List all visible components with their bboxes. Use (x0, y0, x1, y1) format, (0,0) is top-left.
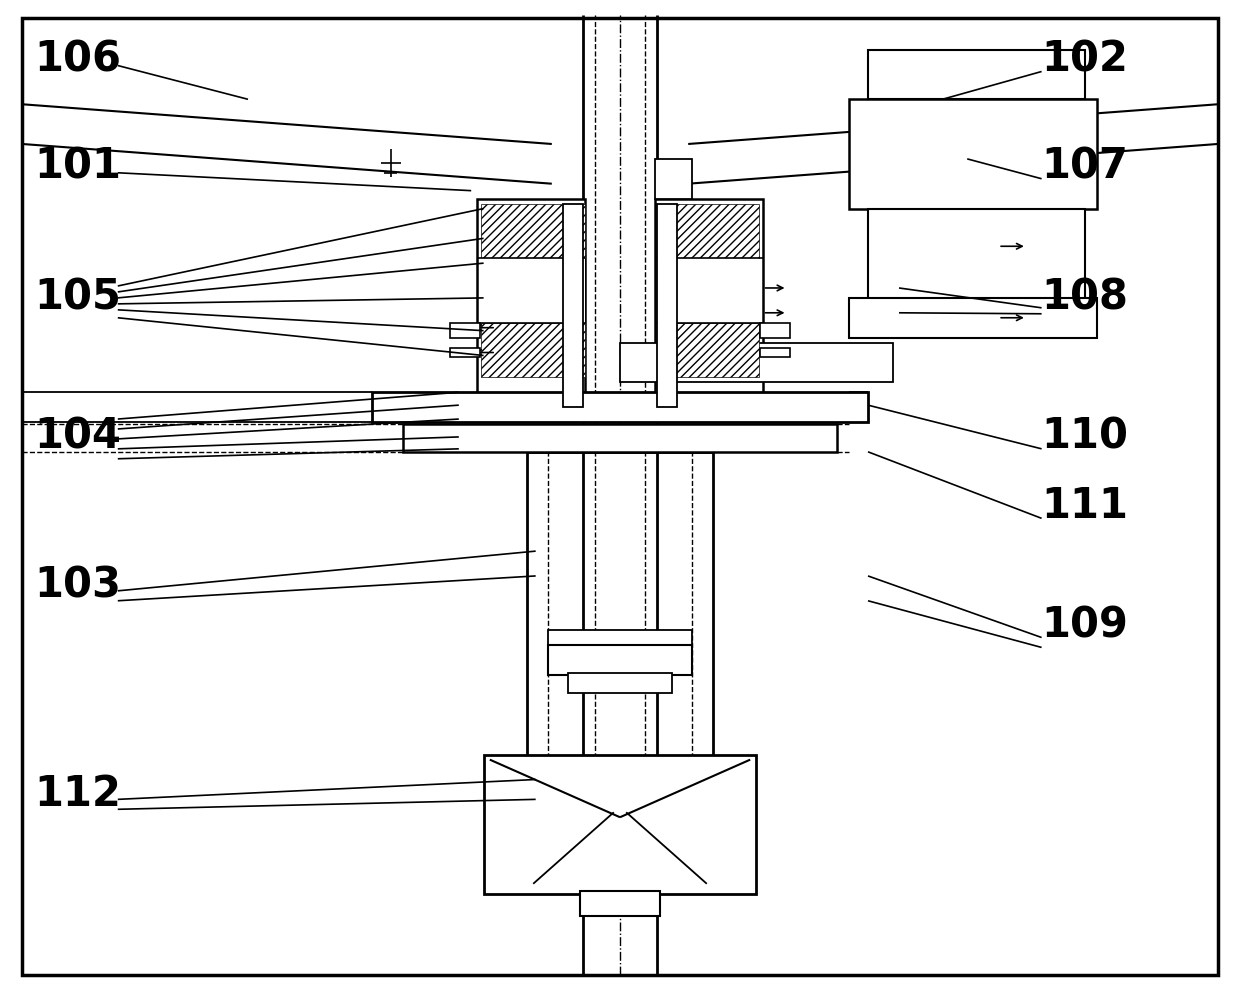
Bar (568, 673, 672, 693)
Text: 110: 110 (1042, 416, 1128, 458)
Bar (658, 323, 759, 377)
Text: 102: 102 (1042, 39, 1128, 80)
Bar (548, 645, 692, 675)
Text: 103: 103 (35, 565, 122, 607)
Bar (849, 99, 1097, 209)
Text: 101: 101 (35, 146, 122, 188)
Text: 106: 106 (35, 39, 122, 80)
Bar (372, 392, 868, 422)
Text: 105: 105 (35, 277, 122, 319)
Text: 107: 107 (1042, 146, 1128, 188)
Bar (868, 50, 1085, 99)
Bar (484, 755, 756, 894)
Bar (655, 159, 692, 199)
Bar (868, 209, 1085, 303)
Text: 112: 112 (35, 774, 122, 815)
Bar (760, 323, 790, 338)
Bar (481, 258, 585, 323)
Bar (548, 630, 692, 645)
Bar (658, 258, 759, 323)
Bar (450, 348, 480, 357)
Bar (403, 424, 837, 452)
Text: 104: 104 (35, 416, 122, 458)
Bar (527, 452, 713, 784)
Bar (481, 204, 585, 258)
Bar (658, 204, 759, 258)
Bar (657, 204, 677, 407)
Bar (477, 199, 585, 412)
Bar (481, 323, 585, 377)
Bar (450, 323, 480, 338)
Bar (620, 343, 893, 382)
Bar (849, 298, 1097, 338)
Text: 111: 111 (1042, 486, 1128, 527)
Bar (563, 204, 583, 407)
Bar (580, 891, 660, 916)
Bar (760, 348, 790, 357)
Text: 109: 109 (1042, 605, 1128, 646)
Bar (655, 199, 763, 412)
Text: 108: 108 (1042, 277, 1128, 319)
